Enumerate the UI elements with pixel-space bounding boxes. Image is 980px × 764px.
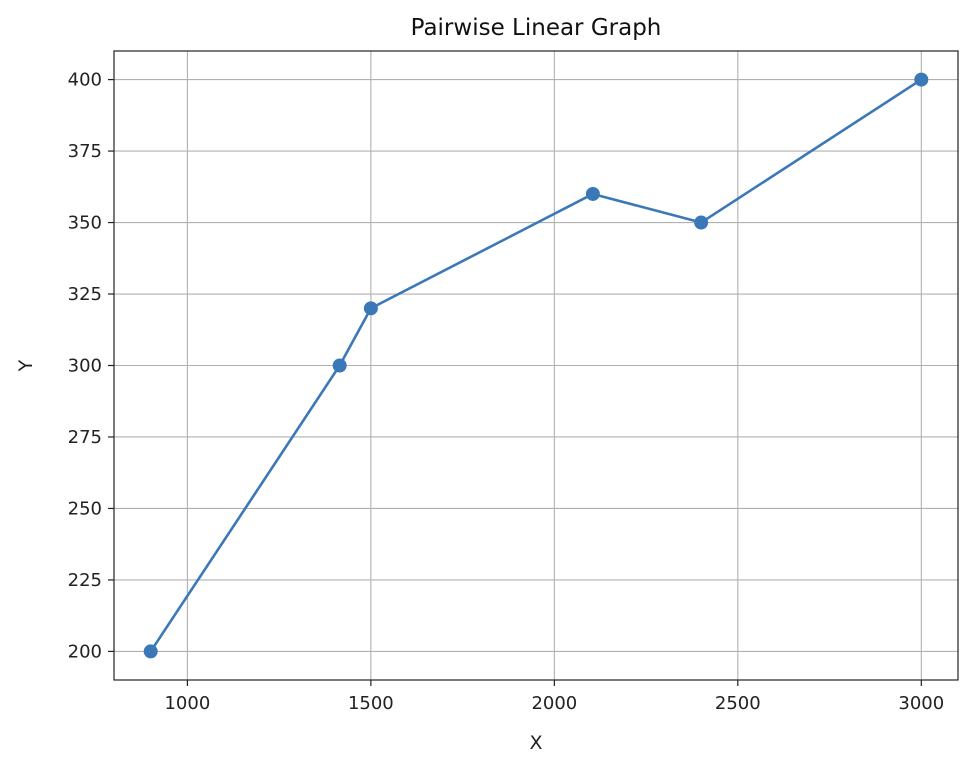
- y-tick-label: 400: [68, 70, 102, 91]
- data-series: [143, 72, 929, 659]
- axis-ticks: 1000 1500 2000 2500 3000 200 225 250 275 300 325 35…: [68, 70, 945, 714]
- series-line: [149, 78, 923, 653]
- y-tick-label: 375: [68, 141, 102, 162]
- data-point: [332, 358, 347, 373]
- data-point: [143, 644, 158, 659]
- x-tick-label: 1000: [164, 693, 210, 714]
- data-point: [585, 186, 600, 201]
- y-tick-label: 200: [68, 641, 102, 662]
- x-tick-label: 2500: [715, 693, 761, 714]
- x-tick-label: 1500: [348, 693, 394, 714]
- y-tick-label: 250: [68, 498, 102, 519]
- y-tick-label: 325: [68, 284, 102, 305]
- data-point: [694, 215, 709, 230]
- chart-title: Pairwise Linear Graph: [411, 15, 662, 41]
- y-axis-label: Y: [15, 359, 37, 372]
- data-point: [363, 301, 378, 316]
- y-tick-label: 300: [68, 356, 102, 377]
- y-tick-label: 275: [68, 427, 102, 448]
- x-axis-label: X: [529, 732, 542, 754]
- y-tick-label: 350: [68, 213, 102, 234]
- y-tick-label: 225: [68, 570, 102, 591]
- grid: [114, 51, 958, 680]
- data-point: [914, 72, 929, 87]
- x-tick-label: 3000: [898, 693, 944, 714]
- x-tick-label: 2000: [531, 693, 577, 714]
